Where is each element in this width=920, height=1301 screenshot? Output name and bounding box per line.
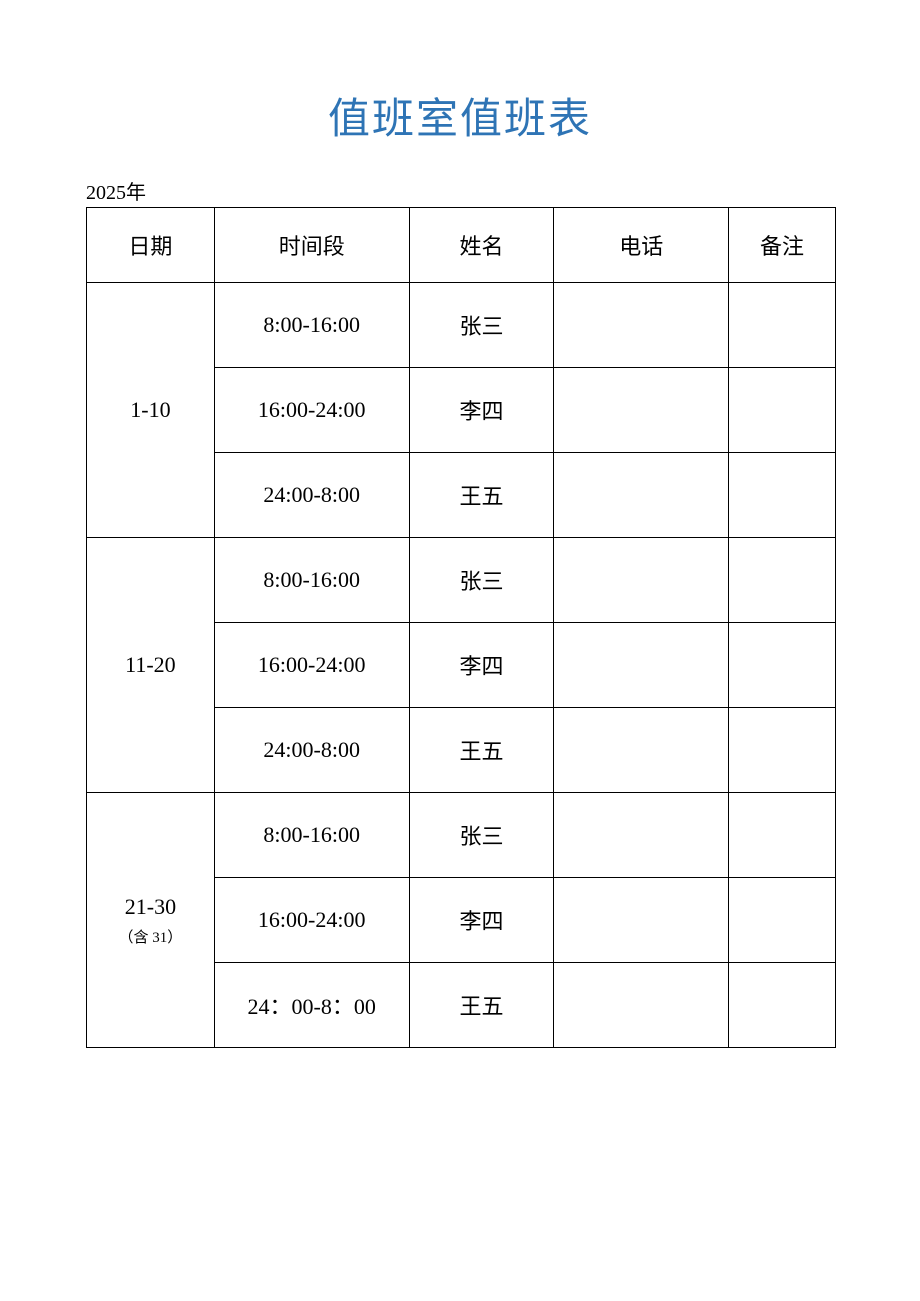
- time-cell: 24:00-8:00: [214, 708, 409, 793]
- phone-cell: [554, 878, 729, 963]
- note-cell: [729, 283, 836, 368]
- phone-cell: [554, 368, 729, 453]
- note-cell: [729, 793, 836, 878]
- name-cell: 张三: [409, 793, 554, 878]
- phone-cell: [554, 793, 729, 878]
- header-time: 时间段: [214, 208, 409, 283]
- table-row: 1-10 8:00-16:00 张三: [87, 283, 836, 368]
- note-cell: [729, 708, 836, 793]
- header-phone: 电话: [554, 208, 729, 283]
- note-cell: [729, 623, 836, 708]
- date-main: 11-20: [125, 652, 176, 677]
- time-cell: 8:00-16:00: [214, 793, 409, 878]
- name-cell: 王五: [409, 963, 554, 1048]
- name-cell: 李四: [409, 878, 554, 963]
- time-cell: 24：00-8：00: [214, 963, 409, 1048]
- time-cell: 24:00-8:00: [214, 453, 409, 538]
- schedule-table: 日期 时间段 姓名 电话 备注 1-10 8:00-16:00 张三 16:00…: [86, 207, 836, 1048]
- name-cell: 张三: [409, 538, 554, 623]
- note-cell: [729, 368, 836, 453]
- phone-cell: [554, 453, 729, 538]
- time-cell: 8:00-16:00: [214, 283, 409, 368]
- time-cell: 16:00-24:00: [214, 368, 409, 453]
- header-name: 姓名: [409, 208, 554, 283]
- year-label: 2025年: [86, 176, 920, 205]
- name-cell: 李四: [409, 623, 554, 708]
- name-cell: 张三: [409, 283, 554, 368]
- note-cell: [729, 453, 836, 538]
- date-sub: （含 31）: [87, 926, 214, 947]
- time-cell: 8:00-16:00: [214, 538, 409, 623]
- date-main: 1-10: [130, 397, 170, 422]
- phone-cell: [554, 623, 729, 708]
- date-cell: 1-10: [87, 283, 215, 538]
- page-title: 值班室值班表: [0, 0, 920, 176]
- note-cell: [729, 963, 836, 1048]
- phone-cell: [554, 538, 729, 623]
- note-cell: [729, 878, 836, 963]
- name-cell: 王五: [409, 453, 554, 538]
- table-row: 11-20 8:00-16:00 张三: [87, 538, 836, 623]
- phone-cell: [554, 963, 729, 1048]
- phone-cell: [554, 708, 729, 793]
- name-cell: 王五: [409, 708, 554, 793]
- table-header-row: 日期 时间段 姓名 电话 备注: [87, 208, 836, 283]
- time-cell: 16:00-24:00: [214, 623, 409, 708]
- date-cell: 11-20: [87, 538, 215, 793]
- table-row: 21-30 （含 31） 8:00-16:00 张三: [87, 793, 836, 878]
- table-body: 1-10 8:00-16:00 张三 16:00-24:00 李四 24:00-…: [87, 283, 836, 1048]
- note-cell: [729, 538, 836, 623]
- date-cell: 21-30 （含 31）: [87, 793, 215, 1048]
- header-date: 日期: [87, 208, 215, 283]
- name-cell: 李四: [409, 368, 554, 453]
- time-cell: 16:00-24:00: [214, 878, 409, 963]
- date-main: 21-30: [125, 894, 176, 919]
- header-note: 备注: [729, 208, 836, 283]
- phone-cell: [554, 283, 729, 368]
